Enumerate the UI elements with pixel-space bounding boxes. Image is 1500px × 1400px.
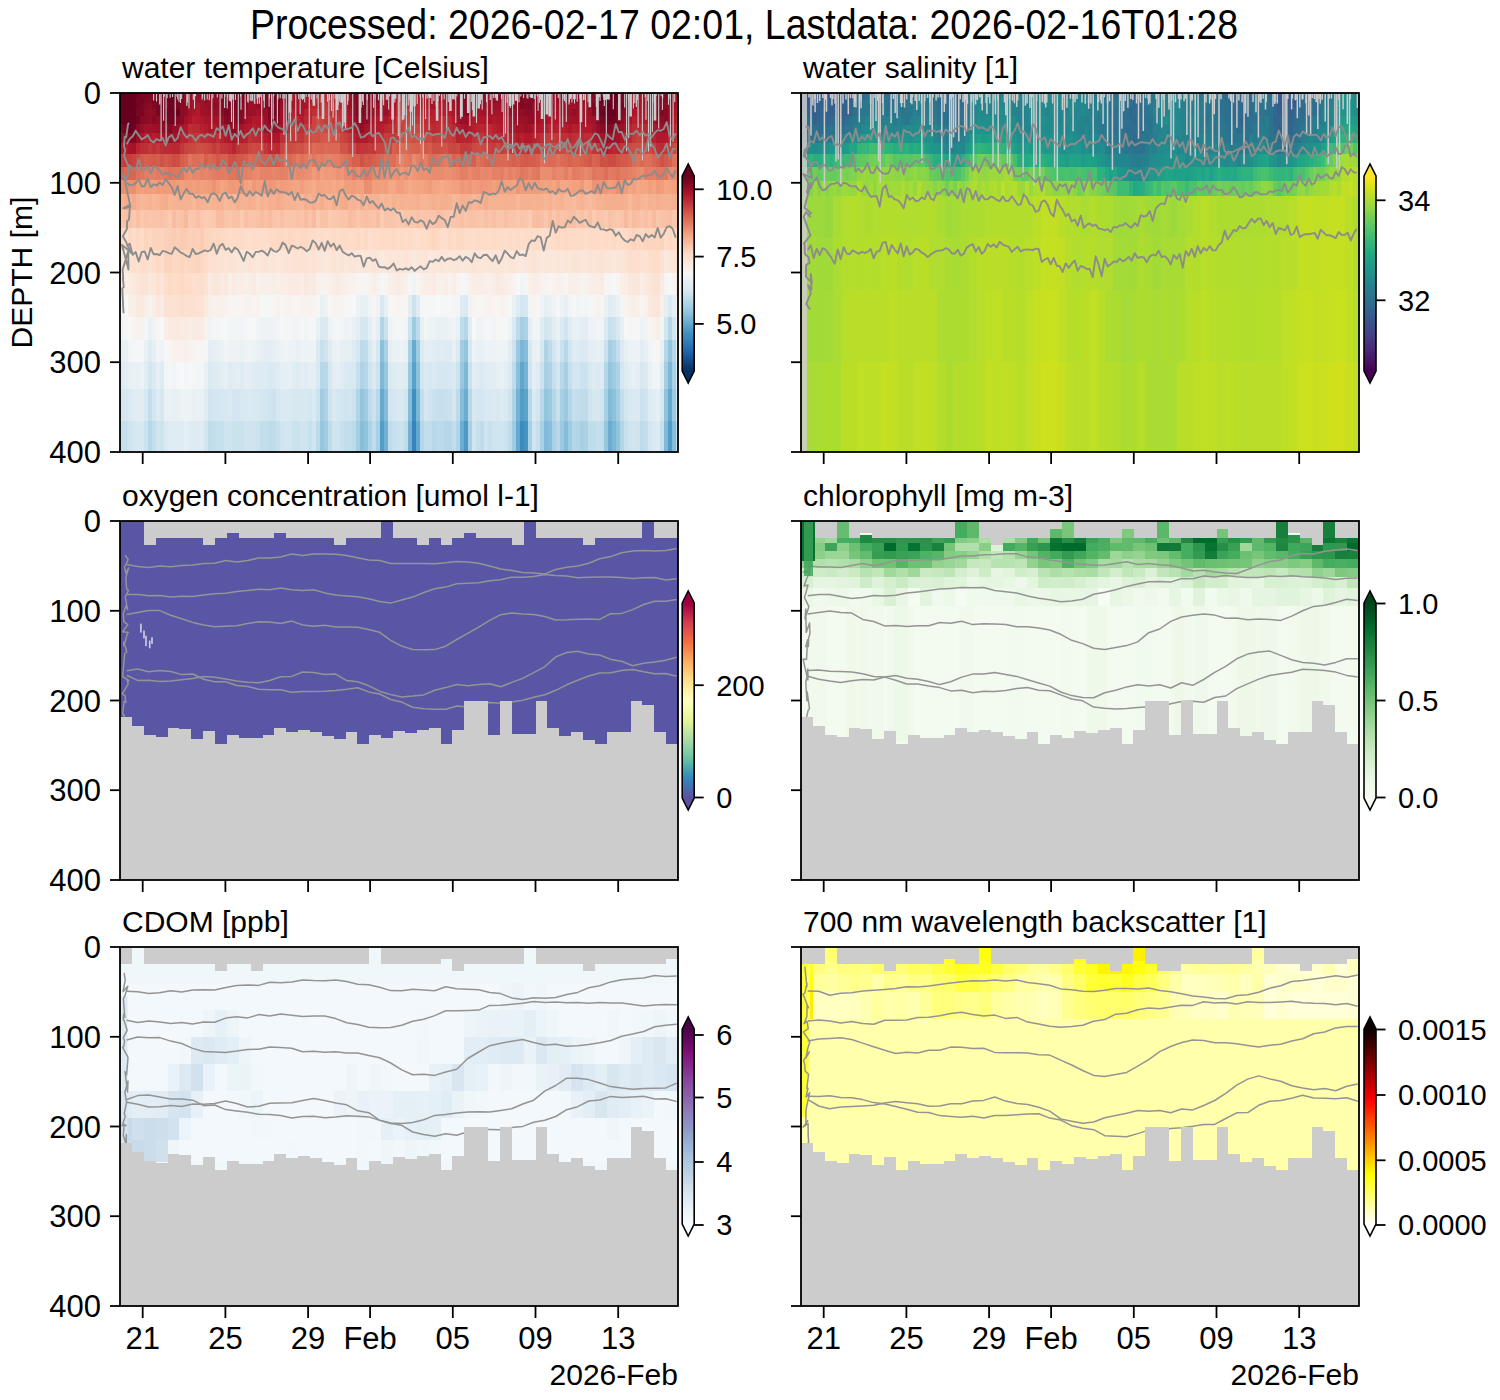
svg-text:0.0005: 0.0005 [1398,1145,1487,1177]
svg-text:21: 21 [125,1321,159,1356]
svg-text:0.0010: 0.0010 [1398,1079,1487,1111]
svg-text:CDOM [ppb]: CDOM [ppb] [122,905,289,938]
svg-text:DEPTH [m]: DEPTH [m] [5,197,38,349]
svg-text:1.0: 1.0 [1398,588,1438,620]
svg-text:0.0: 0.0 [1398,782,1438,814]
svg-text:25: 25 [208,1321,242,1356]
svg-text:2026-Feb: 2026-Feb [550,1358,678,1391]
svg-text:0.5: 0.5 [1398,685,1438,717]
svg-text:0.0015: 0.0015 [1398,1014,1487,1046]
svg-text:09: 09 [1199,1321,1233,1356]
svg-text:300: 300 [49,773,101,808]
svg-text:7.5: 7.5 [716,241,756,273]
svg-text:200: 200 [49,1110,101,1145]
svg-text:05: 05 [436,1321,470,1356]
svg-text:13: 13 [601,1321,635,1356]
svg-text:0.0000: 0.0000 [1398,1209,1487,1241]
svg-text:water temperature [Celsius]: water temperature [Celsius] [121,51,489,84]
svg-text:2026-Feb: 2026-Feb [1231,1358,1359,1391]
svg-text:5.0: 5.0 [716,308,756,340]
svg-text:100: 100 [49,166,101,201]
svg-text:300: 300 [49,345,101,380]
svg-text:0: 0 [716,782,732,814]
svg-text:09: 09 [518,1321,552,1356]
svg-text:0: 0 [84,504,101,539]
svg-text:13: 13 [1282,1321,1316,1356]
svg-text:200: 200 [49,256,101,291]
svg-text:34: 34 [1398,185,1430,217]
svg-text:5: 5 [716,1082,732,1114]
svg-text:100: 100 [49,1020,101,1055]
svg-text:chlorophyll [mg m-3]: chlorophyll [mg m-3] [803,479,1073,512]
svg-text:0: 0 [84,930,101,965]
svg-text:21: 21 [806,1321,840,1356]
svg-text:100: 100 [49,594,101,629]
svg-text:3: 3 [716,1209,732,1241]
svg-text:400: 400 [49,435,101,470]
svg-text:400: 400 [49,863,101,898]
svg-text:25: 25 [889,1321,923,1356]
svg-text:29: 29 [972,1321,1006,1356]
svg-text:05: 05 [1117,1321,1151,1356]
svg-text:Feb: Feb [1024,1321,1077,1356]
svg-text:Processed: 2026-02-17 02:01, L: Processed: 2026-02-17 02:01, Lastdata: 2… [250,1,1238,48]
svg-text:300: 300 [49,1199,101,1234]
svg-text:Feb: Feb [343,1321,396,1356]
svg-text:200: 200 [49,684,101,719]
svg-text:29: 29 [291,1321,325,1356]
svg-text:32: 32 [1398,285,1430,317]
svg-text:6: 6 [716,1019,732,1051]
svg-text:10.0: 10.0 [716,174,772,206]
svg-text:700 nm wavelength backscatter: 700 nm wavelength backscatter [1] [803,905,1267,938]
svg-text:200: 200 [716,670,764,702]
svg-text:400: 400 [49,1289,101,1324]
svg-text:oxygen concentration [umol l-1: oxygen concentration [umol l-1] [122,479,539,512]
svg-text:water salinity [1]: water salinity [1] [802,51,1018,84]
svg-text:0: 0 [84,76,101,111]
svg-text:4: 4 [716,1146,732,1178]
